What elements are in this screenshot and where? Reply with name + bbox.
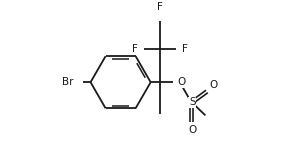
Text: F: F [132, 44, 138, 54]
Text: S: S [189, 97, 196, 107]
Text: O: O [178, 77, 186, 87]
Text: F: F [157, 2, 163, 12]
Text: O: O [188, 125, 197, 135]
Text: O: O [209, 80, 218, 90]
Text: F: F [182, 44, 188, 54]
Text: Br: Br [62, 77, 74, 87]
